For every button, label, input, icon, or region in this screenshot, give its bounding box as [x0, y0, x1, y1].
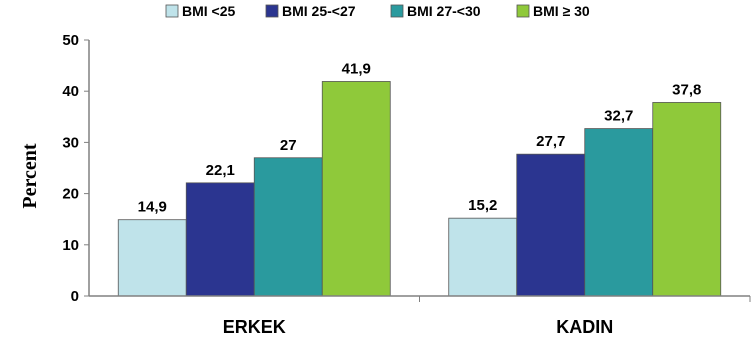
data-label: 41,9 — [342, 60, 371, 77]
y-tick-label: 10 — [62, 237, 79, 254]
data-label: 32,7 — [604, 108, 633, 125]
legend-label: BMI ≥ 30 — [533, 3, 590, 19]
category-label-erkek: ERKEK — [223, 317, 286, 337]
legend-swatch — [390, 4, 404, 18]
legend-label: BMI 25-<27 — [282, 3, 356, 19]
y-axis-title: Percent — [19, 143, 41, 208]
bar-erkek-series-0 — [117, 219, 187, 297]
y-tick-label: 40 — [62, 83, 79, 100]
bar-erkek-series-1 — [185, 182, 255, 297]
data-label: 22,1 — [206, 162, 235, 179]
data-label: 15,2 — [468, 197, 497, 214]
bar-erkek-series-2 — [253, 157, 323, 297]
y-tick-label: 20 — [62, 186, 79, 203]
y-tick-label: 50 — [62, 32, 79, 49]
data-label: 27,7 — [536, 133, 565, 150]
bar-kadin-series-0 — [448, 217, 518, 297]
data-label: 37,8 — [672, 81, 701, 98]
category-label-kadin: KADIN — [556, 317, 613, 337]
bar-kadin-series-3 — [652, 102, 722, 297]
category-labels: ERKEK KADIN — [223, 317, 614, 337]
data-label: 14,9 — [138, 199, 167, 216]
y-axis-ticks: 0 10 20 30 40 50 — [62, 32, 89, 305]
legend-label: BMI <25 — [182, 3, 236, 19]
legend: BMI <25 BMI 25-<27 BMI 27-<30 BMI ≥ 30 — [165, 3, 590, 19]
bars: 14,9 22,1 27 41,9 15,2 27,7 32,7 37,8 — [117, 60, 722, 297]
bar-erkek-series-3 — [321, 81, 391, 297]
y-tick-label: 0 — [71, 288, 79, 305]
bar-kadin-series-2 — [584, 128, 654, 297]
data-label: 27 — [280, 137, 297, 154]
axes — [88, 40, 751, 302]
legend-swatch — [265, 4, 279, 18]
legend-label: BMI 27-<30 — [407, 3, 481, 19]
legend-swatch — [165, 4, 179, 18]
y-tick-label: 30 — [62, 134, 79, 151]
bar-kadin-series-1 — [516, 153, 586, 297]
legend-swatch — [516, 4, 530, 18]
